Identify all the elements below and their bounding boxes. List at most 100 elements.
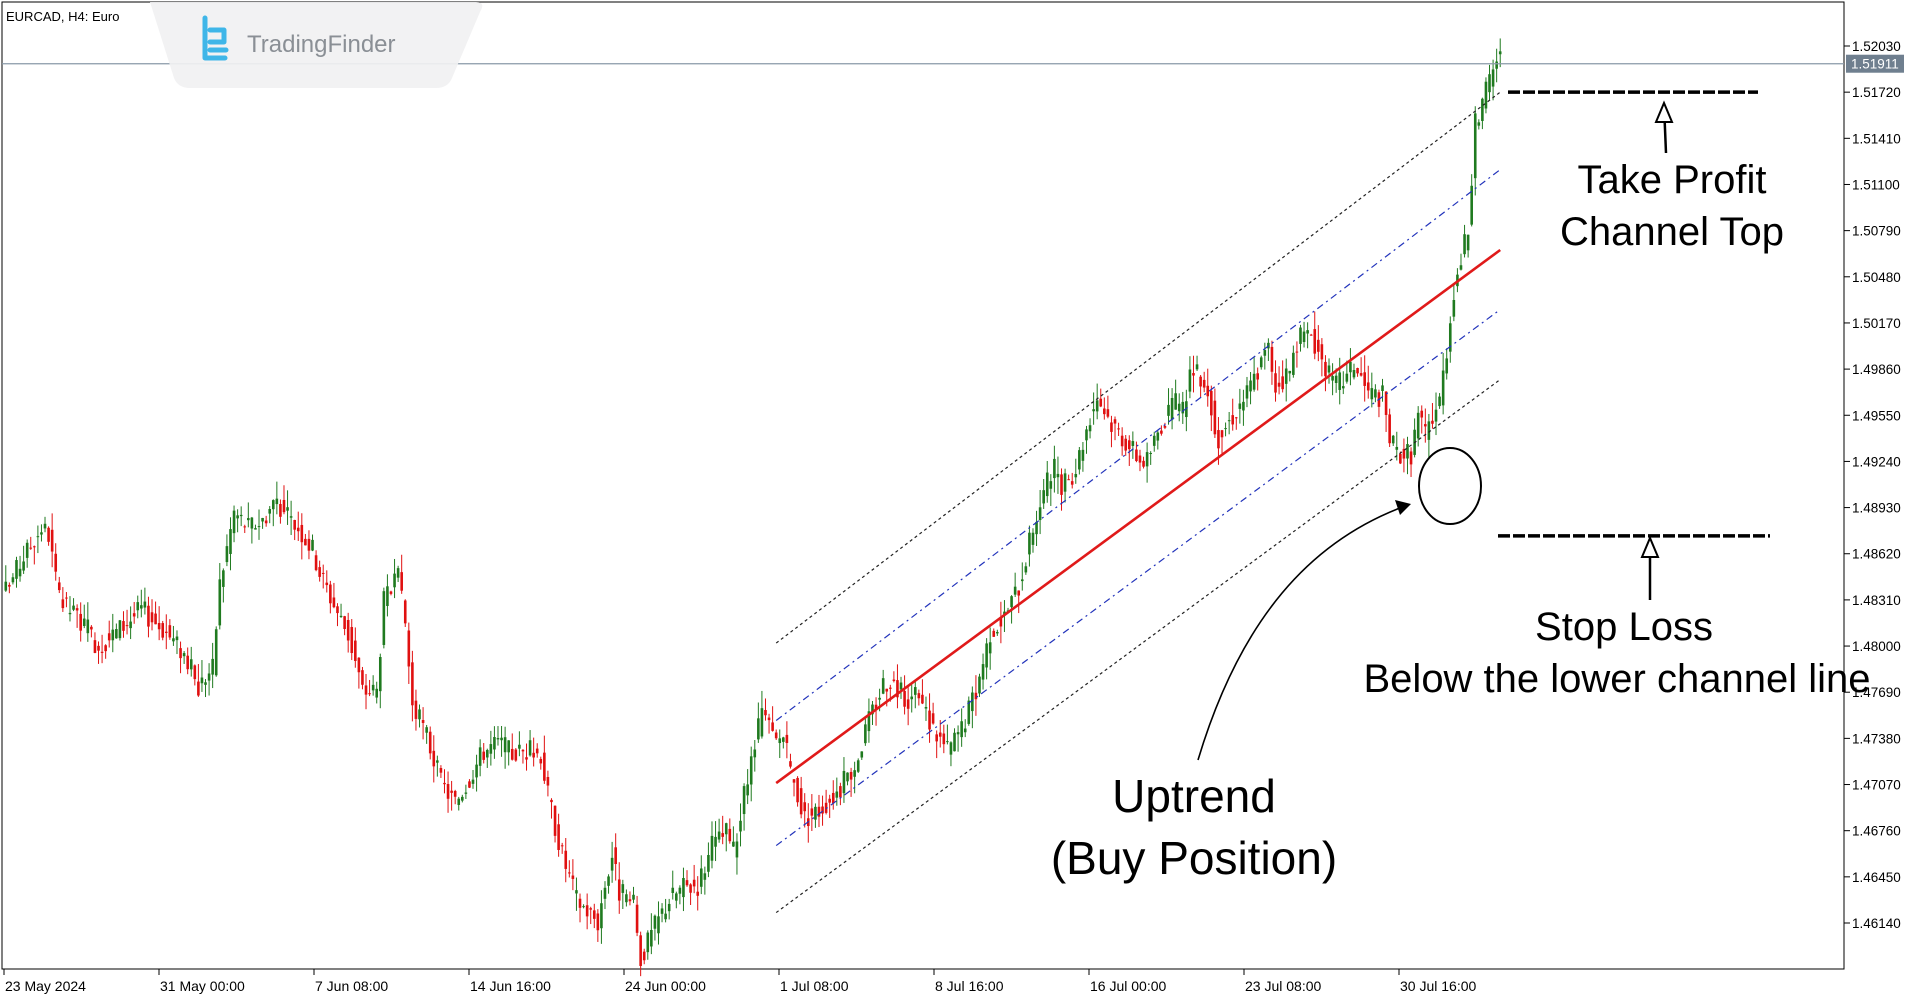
bull-candle <box>136 602 140 611</box>
bear-candle <box>596 913 600 931</box>
bull-candle <box>1481 98 1484 122</box>
bull-candle <box>1074 474 1078 478</box>
x-tick-label: 30 Jul 16:00 <box>1400 978 1476 994</box>
take-profit-label-2: Channel Top <box>1560 210 1784 254</box>
bull-candle <box>842 770 846 794</box>
bear-candle <box>314 555 318 571</box>
bull-candle <box>910 696 914 700</box>
bull-candle <box>175 636 179 641</box>
bull-candle <box>978 676 981 694</box>
bull-candle <box>1042 490 1045 504</box>
bear-candle <box>1070 481 1074 485</box>
bear-candle <box>179 648 182 659</box>
y-tick-label: 1.49240 <box>1852 454 1901 469</box>
y-tick-label: 1.50790 <box>1852 224 1901 239</box>
bull-candle <box>1024 566 1028 573</box>
bear-candle <box>689 884 692 893</box>
bear-candle <box>90 626 93 630</box>
bull-candle <box>1031 532 1035 545</box>
bull-candle <box>1038 507 1042 521</box>
bull-candle <box>289 516 293 518</box>
bear-candle <box>1324 361 1327 377</box>
bull-candle <box>503 737 507 753</box>
bear-candle <box>785 734 789 744</box>
bull-candle <box>15 560 18 579</box>
bull-candle <box>625 894 628 903</box>
bull-candle <box>40 532 43 535</box>
bear-candle <box>543 752 546 781</box>
y-tick-label: 1.48310 <box>1852 593 1901 608</box>
bull-candle <box>1459 265 1463 270</box>
bear-candle <box>264 520 268 524</box>
bull-candle <box>489 744 493 754</box>
bull-candle <box>1035 521 1038 535</box>
y-tick-label: 1.48930 <box>1852 501 1901 516</box>
bear-candle <box>93 640 97 653</box>
bear-candle <box>389 591 393 594</box>
bear-candle <box>100 651 104 653</box>
x-tick-label: 23 Jul 08:00 <box>1245 978 1321 994</box>
bull-candle <box>378 657 382 692</box>
bull-candle <box>1299 327 1302 344</box>
bull-candle <box>214 629 218 676</box>
bear-candle <box>325 582 329 586</box>
bear-candle <box>1067 479 1070 481</box>
bull-candle <box>254 528 257 530</box>
bear-candle <box>336 606 339 614</box>
bear-candle <box>1106 409 1110 417</box>
bull-candle <box>881 678 885 694</box>
bull-candle <box>682 877 685 898</box>
bull-candle <box>1338 372 1342 390</box>
x-tick-label: 1 Jul 08:00 <box>780 978 849 994</box>
bull-candle <box>189 659 193 670</box>
bull-candle <box>1174 393 1177 410</box>
bull-candle <box>660 908 664 914</box>
bear-candle <box>692 879 696 887</box>
bear-candle <box>849 771 853 780</box>
y-tick-label: 1.52030 <box>1852 39 1901 54</box>
bull-candle <box>275 498 279 505</box>
bear-candle <box>1317 339 1320 352</box>
bear-candle <box>571 875 575 879</box>
bull-candle <box>1306 330 1309 334</box>
bear-candle <box>560 845 564 847</box>
bull-candle <box>835 791 839 798</box>
y-tick-label: 1.47380 <box>1852 731 1901 746</box>
bull-candle <box>43 523 47 529</box>
bear-candle <box>685 880 689 886</box>
bull-candle <box>1284 368 1288 384</box>
bear-candle <box>1388 414 1391 444</box>
bear-candle <box>767 717 771 721</box>
channel-upper-inner-line <box>775 169 1501 721</box>
bear-candle <box>407 630 411 667</box>
bull-candle <box>371 684 375 691</box>
bull-candle <box>36 536 40 538</box>
bull-candle <box>222 570 225 587</box>
bear-candle <box>721 833 724 837</box>
bull-candle <box>1131 441 1135 446</box>
bear-candle <box>54 553 58 572</box>
channel-upper-outer-line <box>775 91 1501 644</box>
bear-candle <box>539 758 543 764</box>
bear-candle <box>193 665 197 680</box>
bear-candle <box>282 499 286 513</box>
bull-candle <box>1152 435 1156 446</box>
bear-candle <box>810 808 814 816</box>
bull-candle <box>1149 453 1152 455</box>
bear-candle <box>874 704 878 710</box>
bull-candle <box>1427 421 1431 440</box>
bull-candle <box>760 708 764 737</box>
bear-candle <box>1256 373 1259 380</box>
bear-candle <box>368 693 371 695</box>
bear-candle <box>1113 419 1117 424</box>
bull-candle <box>129 621 132 629</box>
bull-candle <box>717 831 721 840</box>
x-axis: 23 May 2024 31 May 00:00 7 Jun 08:00 14 Jun… <box>3 969 1476 994</box>
bear-candle <box>1366 382 1370 391</box>
logo-text: TradingFinder <box>247 31 396 58</box>
bull-candle <box>257 526 261 528</box>
regression-channel <box>775 91 1501 914</box>
bull-candle <box>396 568 400 578</box>
bear-candle <box>364 685 368 695</box>
